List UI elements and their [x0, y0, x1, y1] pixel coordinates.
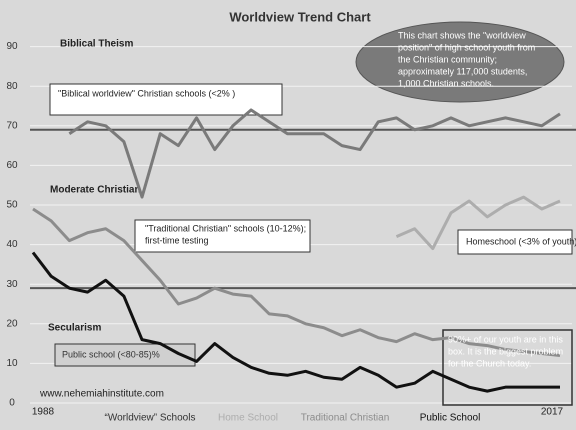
annotation-box: [134, 219, 311, 253]
y-tick-label: 50: [6, 200, 18, 211]
y-tick-label: 60: [6, 160, 18, 171]
annotation-box: [49, 83, 283, 116]
annotation-text: the Christian community;: [398, 54, 497, 64]
note-ellipse: [355, 21, 565, 103]
y-tick-label: 20: [6, 318, 18, 329]
chart-title: Worldview Trend Chart: [229, 9, 371, 24]
annotation-text: Homeschool (<3% of youth): [466, 236, 576, 246]
y-tick-label: 80: [6, 81, 18, 92]
annotation-text: Public school (<80-85)%: [62, 349, 160, 359]
series-line: [31, 251, 560, 393]
annotation-text: for the Church today.: [448, 358, 531, 368]
x-tick-label: 2017: [541, 407, 564, 418]
zone-label: Secularism: [48, 323, 101, 334]
annotation-box: [457, 229, 573, 255]
annotation-text: position" of high school youth from: [398, 42, 535, 52]
annotation-text: 1,000 Christian schools.: [398, 78, 494, 88]
series-line: [32, 207, 561, 357]
annotation-box: [54, 343, 196, 367]
y-tick-label: 0: [9, 398, 15, 409]
annotation-box: [442, 329, 573, 406]
y-tick-label: 10: [6, 358, 18, 369]
annotation-text: "Biblical worldview" Christian schools (…: [58, 88, 235, 98]
series-line: [395, 195, 561, 251]
zone-label: Moderate Christian: [50, 185, 141, 196]
zone-label: Biblical Theism: [60, 39, 133, 50]
legend-label: Traditional Christian: [301, 413, 390, 424]
series-line: [68, 108, 561, 199]
annotation-text: This chart shows the "worldview: [398, 30, 526, 40]
source: www.nehemiahinstitute.com: [39, 389, 164, 400]
annotation-text: box. It is the biggest problem: [448, 346, 563, 356]
annotation-text: approximately 117,000 students,: [398, 66, 527, 76]
y-tick-label: 40: [6, 239, 18, 250]
x-tick-label: 1988: [32, 407, 55, 418]
annotation-text: "Traditional Christian" schools (10-12%)…: [145, 223, 306, 233]
annotation-text: first-time testing: [145, 235, 209, 245]
annotation-text: 90%+ of our youth are in this: [448, 334, 563, 344]
legend-label: Public School: [420, 413, 481, 424]
y-tick-label: 90: [6, 41, 18, 52]
legend-label: “Worldview” Schools: [105, 413, 196, 424]
y-tick-label: 70: [6, 120, 18, 131]
legend-label: Home School: [218, 413, 278, 424]
y-tick-label: 30: [6, 279, 18, 290]
